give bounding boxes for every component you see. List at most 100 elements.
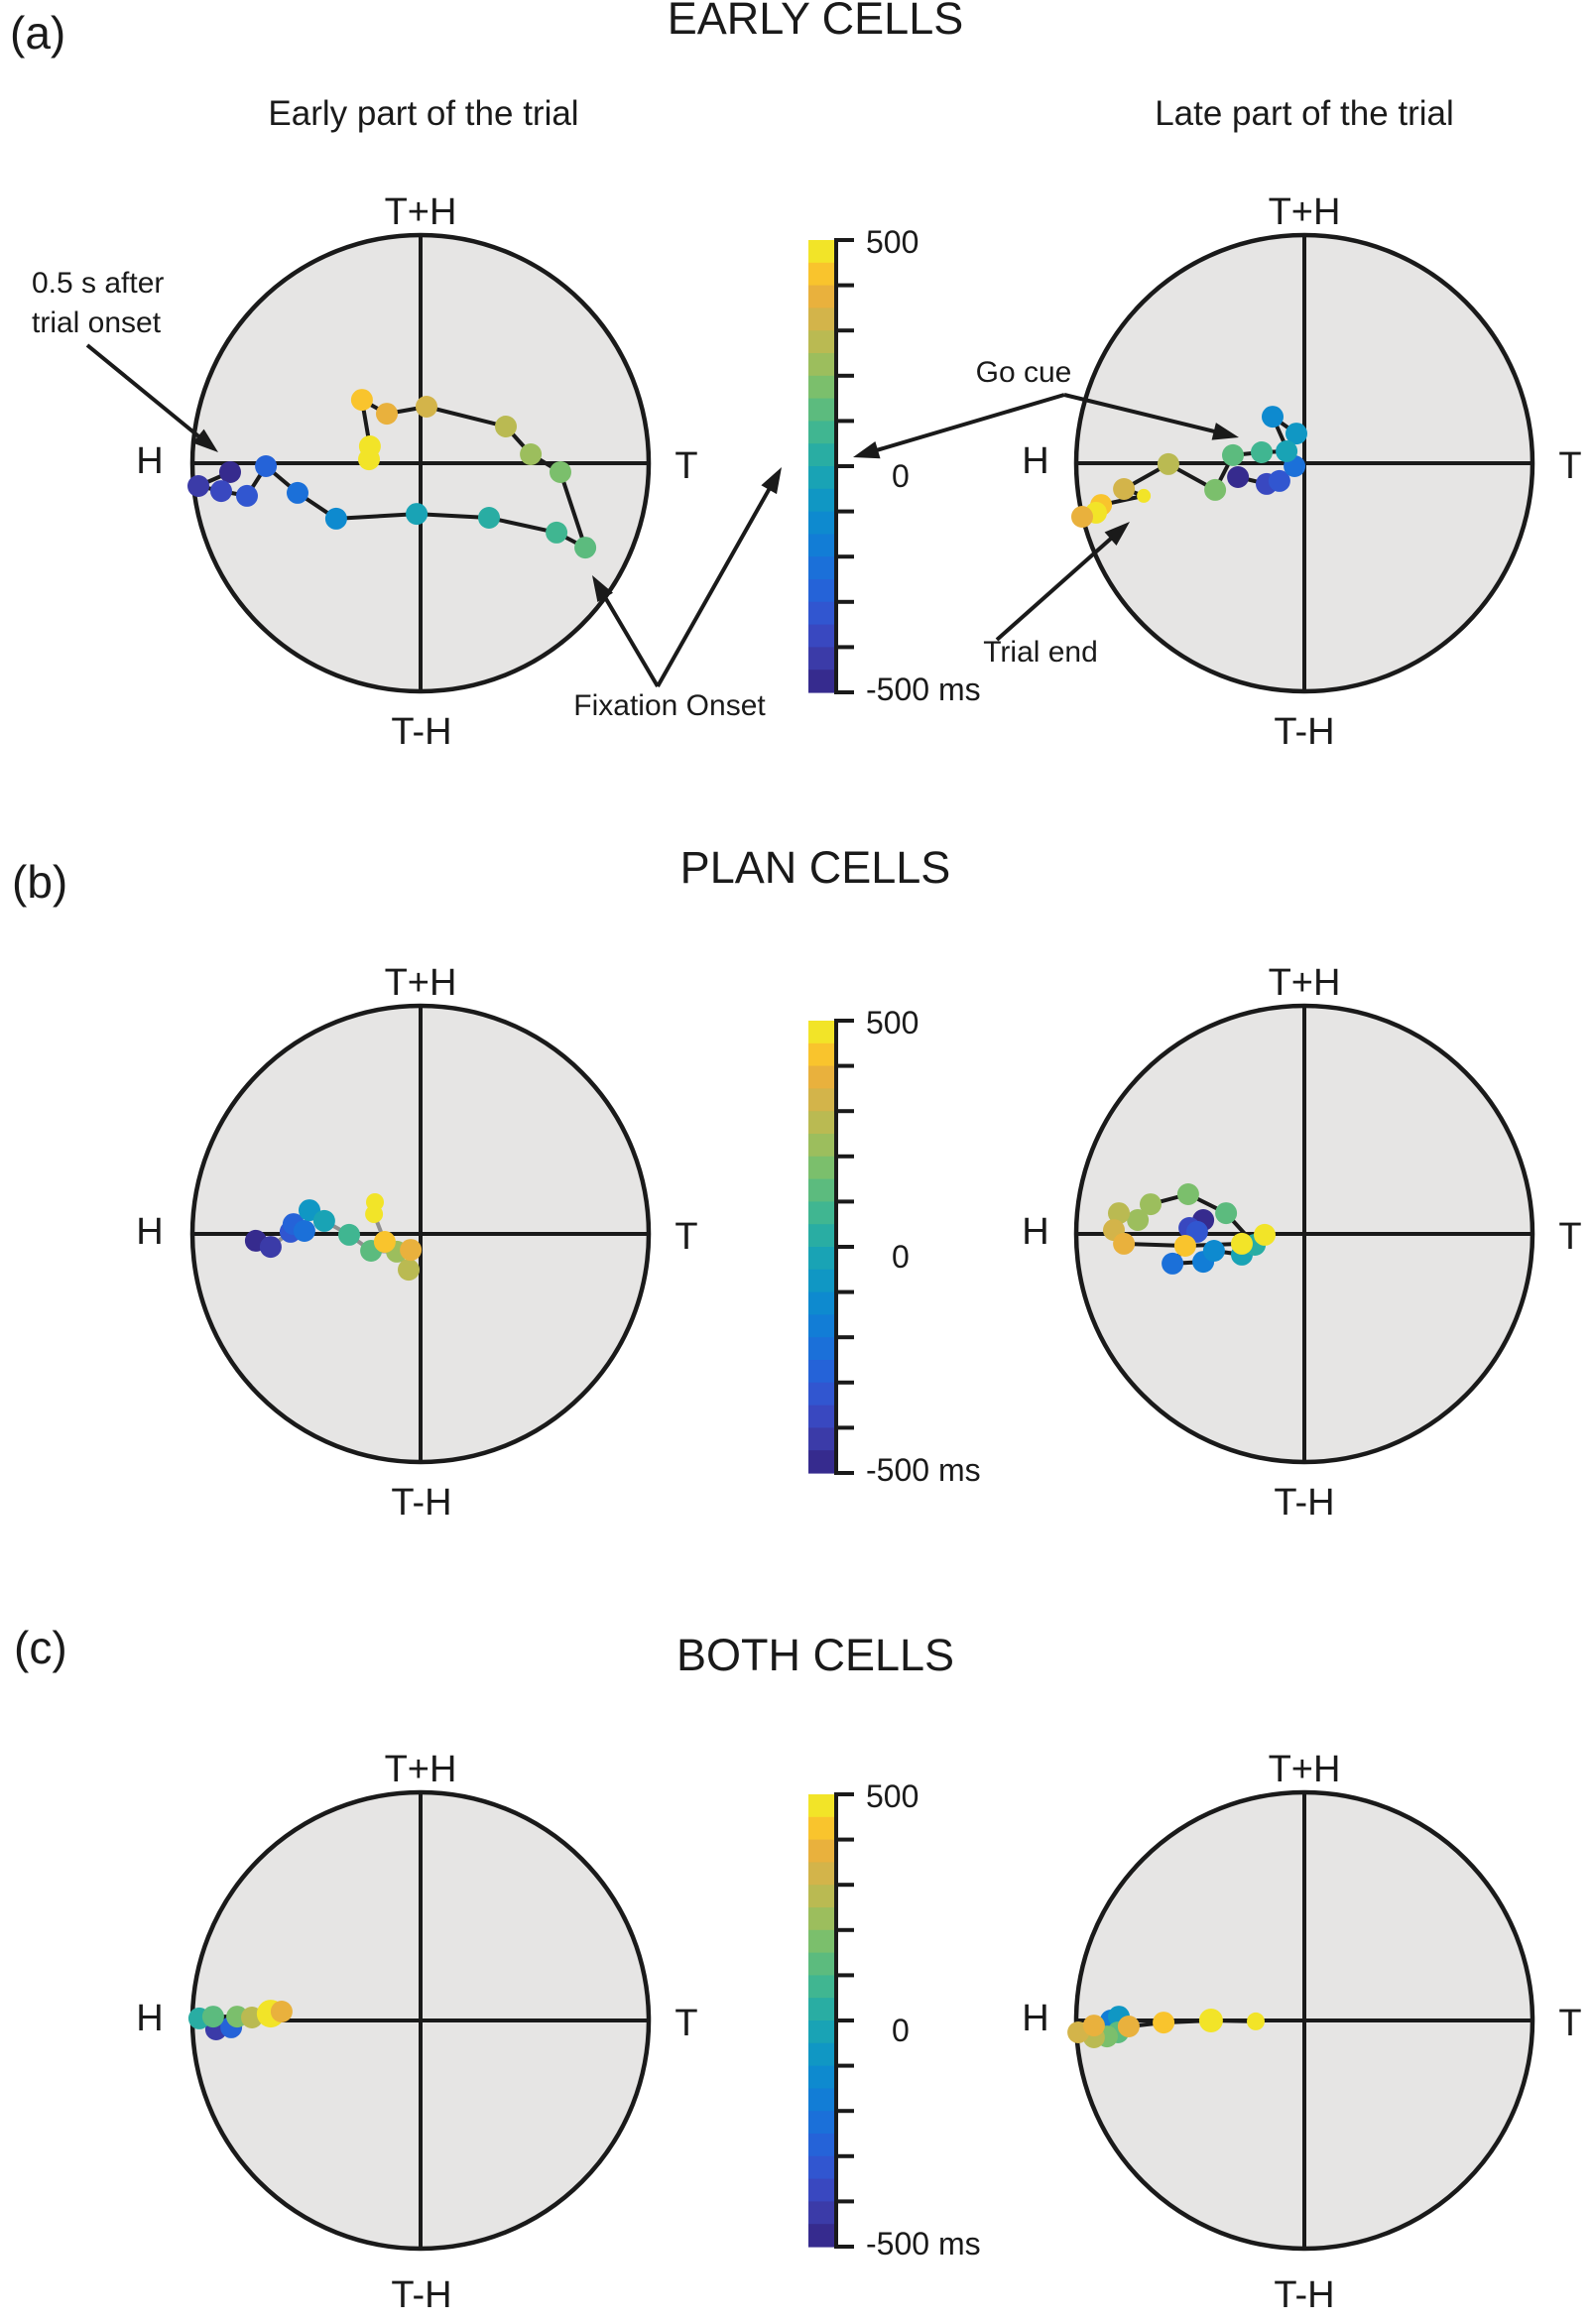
axis-label-th-plus: T+H <box>1268 962 1341 1004</box>
colorbar-tick <box>836 1973 854 1978</box>
trajectory-point <box>1173 1235 1196 1257</box>
axis-label-t: T <box>1558 445 1582 487</box>
axis-label-th-minus: T-H <box>391 2274 452 2316</box>
colorbar-tick <box>836 419 854 424</box>
axis-label-t: T <box>1558 2003 1582 2044</box>
axis-label-th-minus: T-H <box>1274 2274 1335 2316</box>
annotation-trial-onset: 0.5 s after trial onset <box>32 267 165 339</box>
colorbar-band <box>808 1360 834 1384</box>
trajectory-point <box>376 403 398 426</box>
trajectory-point <box>400 1239 423 1262</box>
annotation-arrow <box>592 575 660 688</box>
colorbar-band <box>808 1178 834 1202</box>
trajectory-point <box>219 461 241 483</box>
colorbar-tick <box>836 1883 854 1888</box>
trajectory-point <box>293 1220 315 1242</box>
colorbar-band <box>808 398 834 422</box>
trajectory-point <box>1247 2012 1265 2030</box>
colorbar-tick <box>836 1837 854 1842</box>
colorbar-band <box>808 1065 834 1089</box>
colorbar-band <box>808 1427 834 1451</box>
colorbar-tick <box>836 2109 854 2114</box>
trajectory-point <box>187 475 209 497</box>
colorbar-band <box>808 601 834 626</box>
colorbar-tick <box>836 1154 854 1159</box>
trajectory-point <box>1202 1240 1225 1262</box>
colorbar-max-label: 500 <box>866 1005 919 1040</box>
colorbar-band <box>808 1998 834 2021</box>
colorbar-tick <box>836 1335 854 1340</box>
axis-label-t: T <box>1558 1216 1582 1258</box>
colorbar-band <box>808 421 834 444</box>
trajectory-point <box>1117 2016 1140 2037</box>
colorbar-tick <box>836 1063 854 1068</box>
colorbar-band <box>808 1839 834 1863</box>
trajectory-point <box>259 1236 282 1259</box>
colorbar-max-label: 500 <box>866 1778 919 1814</box>
trajectory-point <box>1153 2012 1175 2034</box>
colorbar-tick <box>836 238 854 242</box>
axis-label-th-minus: T-H <box>391 711 452 753</box>
trajectory-point <box>1137 488 1152 503</box>
colorbar-tick <box>836 645 854 650</box>
trajectory-point <box>520 443 543 465</box>
colorbar-min-label: -500 ms <box>866 2226 981 2262</box>
annotation-fixation-onset: Fixation Onset <box>573 689 766 722</box>
trajectory-point <box>255 455 278 477</box>
colorbar-band <box>808 262 834 287</box>
trajectory-point <box>1082 2015 1105 2037</box>
colorbar-band <box>808 1794 834 1818</box>
colorbar-tick <box>836 2018 854 2022</box>
polar-plot-early-cells-right <box>1071 232 1535 694</box>
trajectory-point <box>1198 2009 1223 2032</box>
colorbar-band <box>808 1405 834 1428</box>
colorbar-band <box>808 285 834 308</box>
colorbar-band <box>808 1885 834 1908</box>
colorbar-band <box>808 1816 834 1841</box>
panel-b-label: (b) <box>12 856 68 908</box>
colorbar-band <box>808 647 834 671</box>
colorbar-band <box>808 1269 834 1293</box>
colorbar-band <box>808 375 834 400</box>
colorbar-tick <box>836 1380 854 1385</box>
trajectory-point <box>366 1193 384 1211</box>
axis-label-th-minus: T-H <box>391 1482 452 1524</box>
annotation-arrow <box>995 522 1130 642</box>
colorbar-band <box>808 579 834 603</box>
colorbar-band <box>808 1134 834 1158</box>
trajectory-point <box>201 2006 224 2028</box>
trajectory-point <box>287 481 308 504</box>
colorbar-band <box>808 1042 834 1067</box>
colorbar-band <box>808 1382 834 1407</box>
trajectory-point <box>1113 1232 1136 1255</box>
colorbar-band <box>808 2088 834 2112</box>
panel-a-subtitle-left: Early part of the trial <box>268 94 579 133</box>
colorbar-zero-label: 0 <box>892 458 910 494</box>
colorbar-tick <box>836 1199 854 1204</box>
trajectory-point <box>1140 1193 1162 1216</box>
trajectory-point <box>1222 443 1244 466</box>
trajectory-point <box>1227 466 1250 488</box>
colorbar-band <box>808 1450 834 1474</box>
polar-plot-plan-cells-left <box>189 1003 652 1465</box>
colorbar-tick <box>836 509 854 514</box>
colorbar-band <box>808 670 834 693</box>
colorbar-tick <box>836 690 854 694</box>
trajectory-point <box>398 1259 420 1282</box>
colorbar-tick <box>836 373 854 378</box>
colorbar-band <box>808 624 834 648</box>
colorbar-tick <box>836 464 854 468</box>
trajectory-point <box>1254 1223 1276 1246</box>
colorbar-band <box>808 1291 834 1315</box>
trajectory-point <box>236 484 258 507</box>
colorbar-band <box>808 1224 834 1248</box>
colorbar-tick <box>836 1289 854 1294</box>
polar-plot-both-cells-right <box>1067 1789 1535 2252</box>
trajectory-point <box>416 396 437 418</box>
trajectory-point <box>350 389 373 412</box>
colorbar-tick <box>836 1425 854 1430</box>
colorbar-band <box>808 534 834 557</box>
colorbar-band <box>808 488 834 513</box>
